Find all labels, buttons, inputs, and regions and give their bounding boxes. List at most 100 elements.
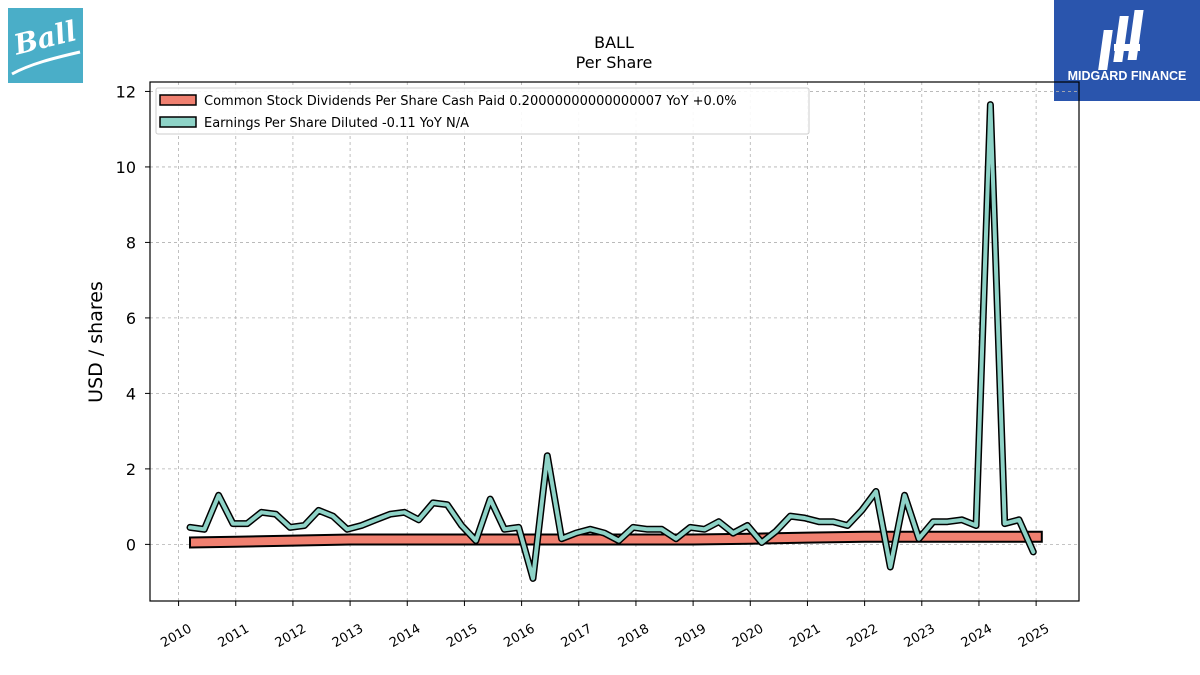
y-axis-ticks: 0 2 4 6 8 10 12 [116, 82, 150, 554]
eps-point [460, 524, 463, 527]
eps-point [803, 517, 806, 519]
eps-point [832, 520, 834, 523]
eps-point [789, 515, 792, 517]
legend-label-eps: Earnings Per Share Diluted -0.11 YoY N/A [204, 116, 469, 131]
x-tick-label: 2017 [559, 621, 595, 651]
eps-point [903, 494, 906, 497]
y-tick-label: 10 [116, 158, 136, 177]
midgard-finance-logo: MIDGARD FINANCE [1054, 0, 1200, 101]
eps-point [760, 541, 763, 544]
legend-swatch-eps [159, 116, 197, 128]
eps-point [475, 539, 477, 542]
eps-point [446, 503, 449, 506]
x-tick-label: 2019 [673, 621, 709, 651]
eps-point [417, 519, 420, 521]
x-tick-label: 2012 [273, 621, 309, 651]
y-tick-label: 12 [116, 82, 136, 101]
eps-point [217, 494, 220, 497]
series-line-eps [188, 102, 1036, 581]
x-tick-label: 2025 [1016, 621, 1052, 651]
eps-point [546, 454, 549, 457]
x-tick-label: 2016 [501, 621, 537, 651]
eps-point [532, 577, 534, 580]
eps-point [946, 520, 949, 523]
eps-point [618, 539, 620, 542]
chart-legend: Common Stock Dividends Per Share Cash Pa… [155, 87, 810, 135]
eps-point [703, 528, 706, 531]
eps-point [675, 537, 677, 540]
eps-point [403, 511, 406, 514]
eps-point [232, 522, 234, 525]
eps-point [275, 513, 277, 515]
eps-point [360, 524, 363, 527]
eps-point [517, 526, 520, 529]
eps-point [246, 522, 248, 525]
eps-point [961, 519, 963, 521]
eps-point [203, 528, 206, 531]
x-tick-label: 2010 [158, 621, 194, 651]
eps-point [303, 524, 306, 527]
legend-swatch-dividends [159, 94, 197, 106]
eps-point [489, 498, 492, 500]
eps-point [260, 511, 263, 514]
eps-point [432, 502, 434, 504]
chart-title: BALL [594, 33, 634, 52]
x-tick-label: 2013 [330, 621, 366, 651]
x-tick-label: 2022 [844, 621, 880, 651]
eps-point [1032, 551, 1035, 553]
y-tick-label: 0 [126, 535, 136, 554]
eps-point [289, 526, 291, 529]
eps-point [818, 520, 820, 523]
eps-point [503, 528, 506, 531]
eps-point [989, 103, 992, 106]
eps-point [317, 509, 320, 512]
chart-subtitle: Per Share [576, 53, 653, 72]
eps-point [746, 524, 749, 527]
y-tick-label: 6 [126, 309, 136, 328]
y-axis-label: USD / shares [85, 281, 107, 403]
chart-series-layer [186, 101, 1043, 582]
y-tick-label: 4 [126, 384, 136, 403]
eps-point [575, 532, 577, 534]
eps-point [689, 526, 691, 529]
eps-point [189, 526, 191, 529]
x-tick-label: 2015 [444, 621, 480, 651]
legend-box [155, 87, 810, 135]
eps-point [332, 515, 334, 517]
eps-point [846, 524, 849, 527]
eps-point [646, 528, 649, 531]
legend-label-dividends: Common Stock Dividends Per Share Cash Pa… [204, 94, 737, 109]
eps-point [589, 528, 591, 531]
eps-point [375, 519, 377, 521]
eps-point [975, 524, 977, 527]
eps-point [718, 520, 720, 523]
x-tick-label: 2024 [959, 621, 995, 651]
eps-point [346, 528, 349, 531]
eps-point [932, 520, 934, 523]
x-tick-label: 2021 [787, 621, 823, 651]
eps-point [1018, 519, 1020, 521]
eps-point [632, 526, 634, 529]
eps-point [875, 490, 877, 493]
x-tick-label: 2014 [387, 621, 423, 651]
eps-point [1003, 522, 1006, 525]
eps-point [660, 528, 663, 531]
y-tick-label: 8 [126, 233, 136, 252]
midgard-logo-text: MIDGARD FINANCE [1068, 69, 1187, 83]
eps-point [389, 513, 391, 515]
x-axis-ticks: 2010 2011 2012 2013 2014 2015 2016 2017 2018 2019… [158, 601, 1052, 651]
eps-point [732, 532, 734, 534]
eps-point [560, 537, 563, 540]
eps-point [861, 509, 863, 512]
ball-logo: Ball [8, 8, 83, 83]
eps-point [889, 566, 892, 568]
eps-point [603, 532, 606, 534]
x-tick-label: 2023 [902, 621, 938, 651]
eps-point [918, 537, 920, 540]
x-tick-label: 2018 [616, 621, 652, 651]
x-tick-label: 2020 [730, 621, 766, 651]
x-tick-label: 2011 [216, 621, 252, 651]
plot-frame [149, 81, 1080, 602]
eps-point [775, 530, 777, 532]
